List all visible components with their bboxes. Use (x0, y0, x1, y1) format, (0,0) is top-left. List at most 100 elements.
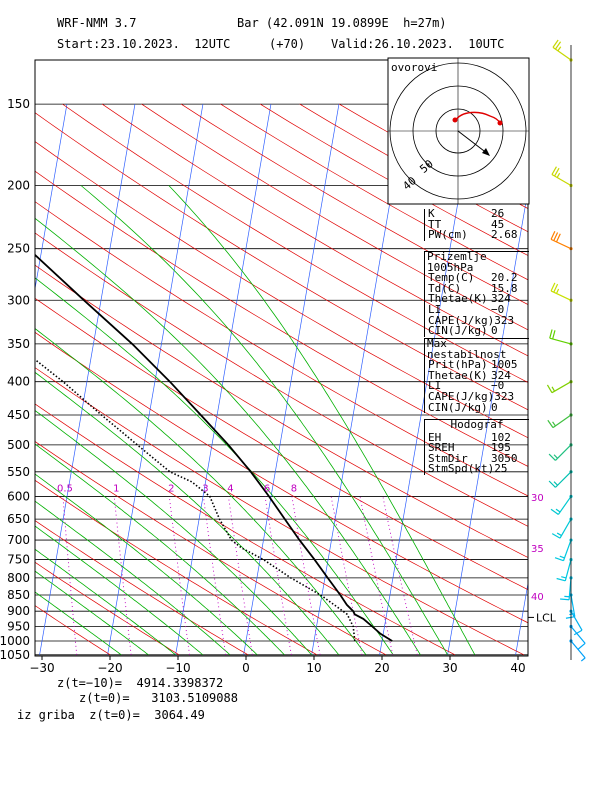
mixing-ratio-label: 1 (113, 483, 119, 494)
barb-half-feather (556, 172, 561, 178)
storm-motion-vector (457, 130, 489, 155)
axes: 0.5 1 2 3 4 6 81502002503003504004505005506006… (0, 97, 557, 675)
y-tick-label: 700 (7, 533, 30, 547)
barb-staff (557, 496, 572, 515)
panel-row: Thetae(K) 324 (425, 294, 529, 305)
dry-adiabat (141, 103, 528, 331)
kt-label: 40 (531, 592, 544, 603)
barb-staff (570, 610, 583, 631)
dry-adiabat (35, 170, 528, 467)
start-time: Start:23.10.2023. 12UTC (57, 37, 231, 51)
panel-key: SREH (428, 441, 455, 455)
panel-key: CIN(J/kg) (428, 400, 488, 414)
panel-row: SREH 195 (425, 441, 529, 455)
barb-half-feather (551, 386, 556, 392)
panel-key: EH (428, 430, 442, 444)
moist-adiabat (35, 570, 149, 656)
isotherm-line (584, 104, 600, 655)
barb-feather (551, 166, 557, 175)
barb-staff (551, 381, 572, 394)
isotherm-line (107, 104, 204, 655)
barb-feather (551, 533, 561, 539)
panel-row: CIN(J/kg) 0 (425, 400, 529, 414)
barb-staff (555, 444, 572, 461)
panel-value: 45 (491, 217, 505, 231)
isotherm-line (243, 104, 340, 655)
y-tick-label: 750 (7, 553, 30, 567)
panel-key: PW(cm) (428, 228, 468, 242)
panel-row: CAPE(J/kg) 323 (425, 313, 529, 327)
barb-staff (552, 414, 572, 429)
barb-staff (570, 594, 576, 617)
dry-adiabat (35, 112, 528, 411)
barb-staff (552, 46, 572, 61)
hodograf-title: Hodograf (450, 418, 504, 431)
moist-adiabat (35, 328, 367, 656)
moist-adiabat (35, 525, 204, 656)
barb-half-feather (555, 288, 560, 294)
isotherm-line (39, 104, 136, 655)
panel-value: 20.2 (491, 271, 518, 285)
panel-key: TT (428, 217, 442, 231)
surface-title: Prizemlje 1005hPa (427, 250, 487, 274)
moist-adiabat (35, 443, 285, 656)
barb-feather (577, 642, 586, 650)
panel-row: LI −0 (425, 302, 529, 316)
max-unstable-title: Max nestabilnost (427, 337, 507, 361)
panel-row: Td(C) 15.8 (425, 281, 529, 295)
y-tick-label: 150 (7, 97, 30, 111)
wind-barb (569, 639, 586, 662)
panel-value: 195 (491, 441, 511, 455)
panel-value: 1005 (491, 358, 518, 372)
panel-value: 324 (491, 292, 511, 306)
barb-half-feather (553, 481, 558, 486)
x-tick-label: 40 (510, 661, 525, 675)
barb-staff (555, 471, 572, 488)
barb-feather (550, 508, 559, 515)
wind-barb (547, 413, 573, 429)
barb-staff (562, 539, 572, 561)
panel-value: 3050 (491, 451, 518, 465)
barb-half-feather (561, 576, 567, 579)
mixing-ratio-label: 0.5 (57, 483, 73, 494)
barb-feather (554, 41, 562, 50)
moist-adiabat (80, 185, 448, 656)
dry-adiabat (35, 441, 387, 656)
barb-feather (550, 230, 556, 240)
mixing-ratio-label: 4 (227, 483, 233, 494)
moist-adiabat (35, 217, 421, 656)
mixing-ratio-label: 8 (291, 483, 297, 494)
barb-half-feather (580, 657, 586, 662)
temperature-profile (35, 253, 393, 642)
panel-key: LI (428, 379, 442, 393)
barb-feather (553, 283, 559, 293)
moist-adiabat (35, 500, 231, 656)
mixing-ratio-line (62, 496, 78, 655)
panel-key: LI (428, 302, 442, 316)
barb-staff (570, 626, 586, 644)
panel-row: EH 102 (425, 430, 529, 444)
panel-value: 323 (494, 313, 515, 327)
isotherm-line (175, 104, 272, 655)
wind-barb (548, 470, 573, 488)
surface-panel: Prizemlje 1005hPa Temp(C) 20.2 Td(C) 15.8 Th… (424, 251, 529, 337)
dry-adiabat (35, 297, 528, 591)
panel-key: CIN(J/kg) (428, 324, 488, 338)
y-tick-label: 800 (7, 571, 30, 585)
panel-value: 25 (494, 462, 508, 476)
barb-feather (553, 232, 559, 241)
z-minus10: z(t=−10)= 4914.3398372 (57, 676, 224, 690)
panel-value: 15.8 (491, 281, 518, 295)
panel-value: 2.68 (491, 228, 518, 242)
mixing-ratio-label: 3 (202, 483, 208, 494)
skewt-grid (35, 103, 600, 656)
dry-adiabat (62, 103, 528, 383)
y-tick-label: 250 (7, 242, 30, 256)
panel-key: Thetae(K) (428, 292, 488, 306)
panel-value: 102 (491, 430, 511, 444)
barb-feather (554, 557, 564, 562)
mixing-ratio-line (113, 496, 132, 655)
location-title: Bar (42.091N 19.0899E h=27m) (237, 16, 447, 30)
panel-row: StmDir 3050 (425, 451, 529, 465)
wind-barb (554, 538, 573, 562)
